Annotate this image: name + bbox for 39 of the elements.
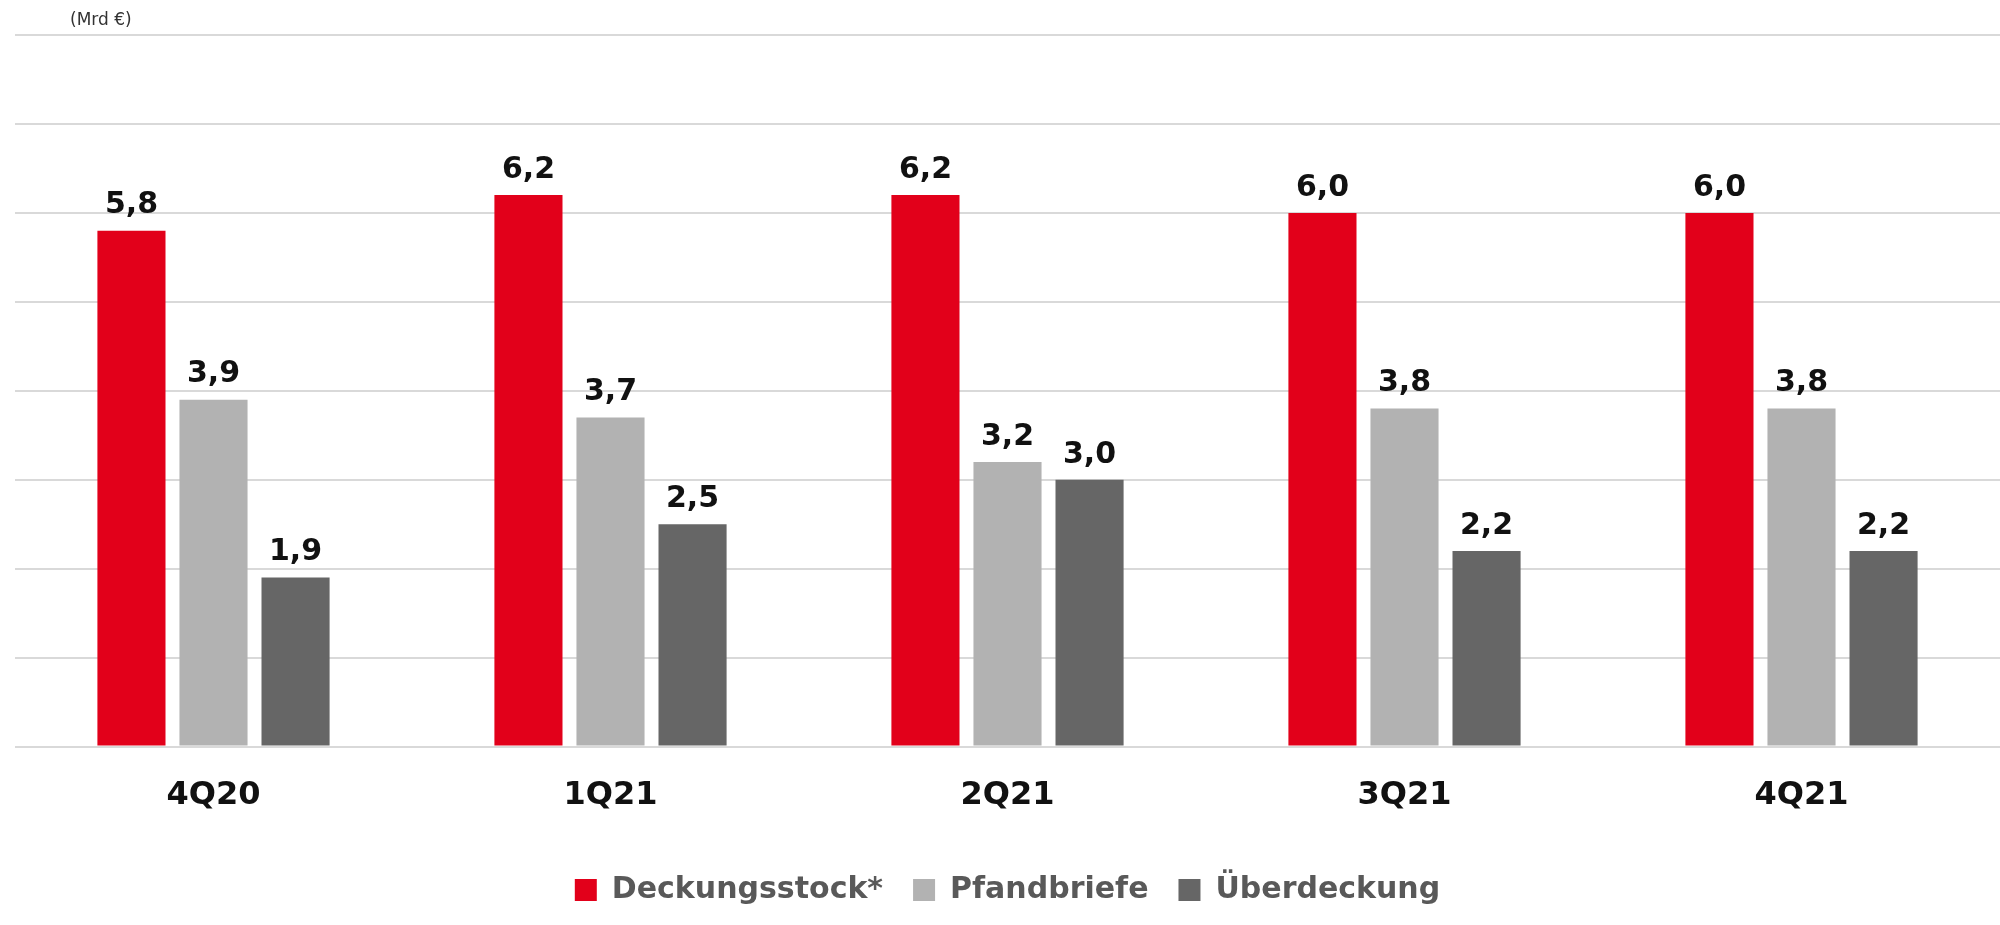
legend-label: Deckungsstock*	[611, 869, 884, 905]
bar	[494, 195, 563, 746]
bar	[179, 399, 248, 746]
x-tick-label: 4Q21	[1754, 774, 1849, 813]
bar	[576, 417, 645, 746]
data-label: 3,8	[1774, 363, 1829, 399]
legend-label: Pfandbriefe	[950, 869, 1149, 905]
bar	[1849, 550, 1918, 746]
data-label: 2,2	[1459, 505, 1514, 541]
bar	[1055, 479, 1124, 746]
bar	[658, 524, 727, 746]
x-tick-label: 1Q21	[563, 774, 658, 813]
legend-label: Überdeckung	[1215, 868, 1441, 905]
bar	[1370, 408, 1439, 746]
data-label: 5,8	[104, 185, 159, 221]
bar	[1452, 550, 1521, 746]
bar	[97, 230, 166, 746]
data-label: 2,5	[665, 479, 720, 515]
data-label: 6,0	[1692, 167, 1747, 203]
data-label: 6,2	[898, 149, 953, 185]
bar	[973, 461, 1042, 746]
data-label: 3,0	[1062, 434, 1117, 470]
x-tick-label: 2Q21	[960, 774, 1055, 813]
data-label: 3,7	[583, 372, 638, 408]
data-label: 2,2	[1856, 505, 1911, 541]
bar	[261, 577, 330, 746]
bar	[891, 195, 960, 746]
bar	[1767, 408, 1836, 746]
data-label: 3,8	[1377, 363, 1432, 399]
data-label: 3,9	[186, 354, 241, 390]
x-tick-label: 3Q21	[1357, 774, 1452, 813]
data-label: 6,0	[1295, 167, 1350, 203]
x-tick-label: 4Q20	[166, 774, 261, 813]
data-label: 1,9	[268, 532, 323, 568]
data-label: 3,2	[980, 416, 1035, 452]
bar	[1685, 212, 1754, 746]
bar	[1288, 212, 1357, 746]
y-axis-title: (Mrd €)	[70, 8, 132, 29]
data-label: 6,2	[501, 149, 556, 185]
